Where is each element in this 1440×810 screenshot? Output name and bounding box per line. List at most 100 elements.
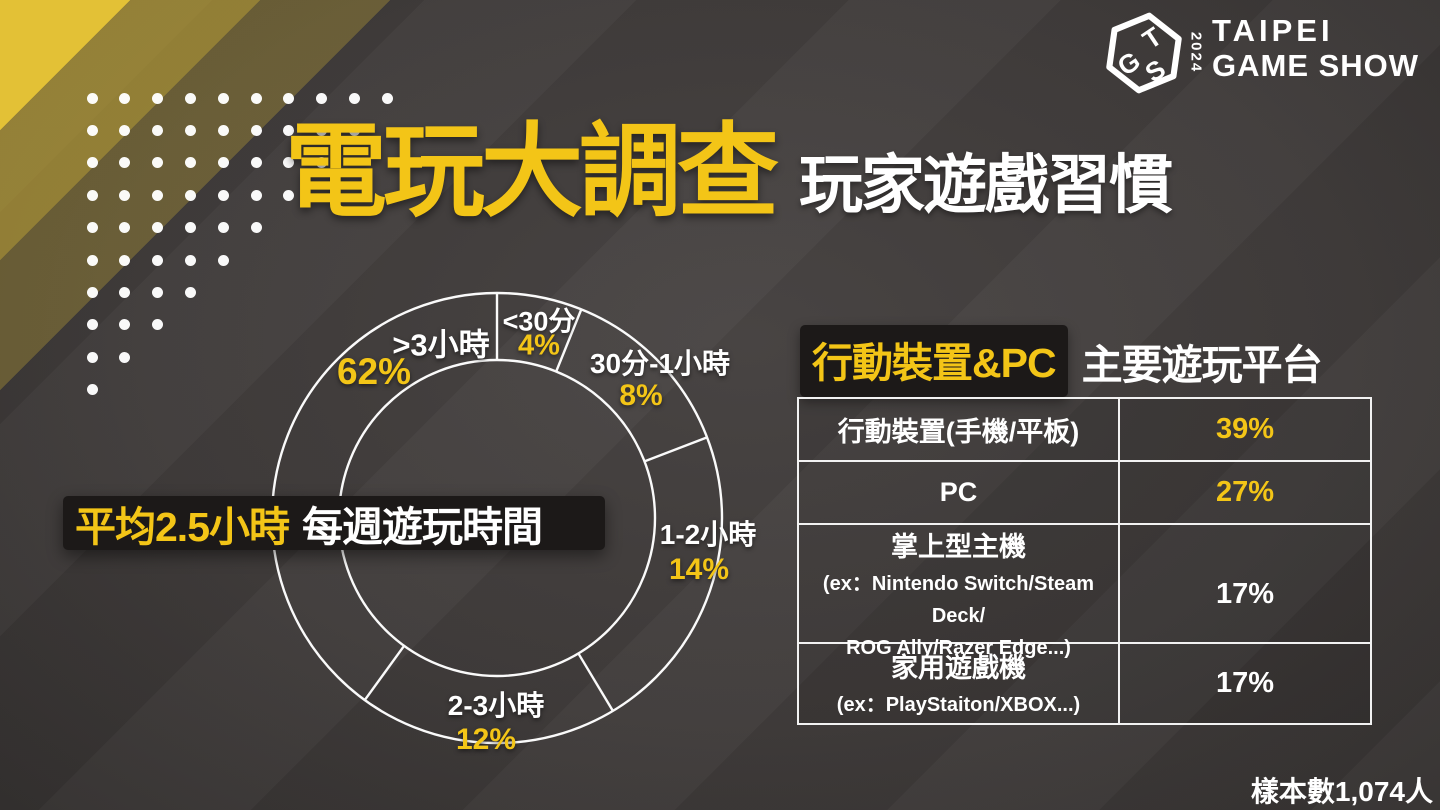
platform-examples: (ex：Nintendo Switch/Steam Deck/ROG Ally/… — [822, 573, 1095, 659]
decoration-dot — [381, 92, 393, 104]
decoration-dot — [119, 124, 131, 136]
decoration-dot — [217, 124, 229, 136]
table-row: 行動裝置(手機/平板) 39% — [799, 399, 1370, 460]
donut-category-label: 1-2小時 — [659, 519, 757, 550]
decoration-dot — [217, 92, 229, 104]
donut-value-label: 62% — [336, 351, 412, 392]
decoration-dot — [316, 124, 328, 136]
donut-category-label: <30分 — [502, 306, 576, 337]
donut-value-label: 14% — [668, 553, 730, 586]
decoration-dot — [86, 92, 98, 104]
platform-name: 掌上型主機 — [891, 532, 1026, 562]
decoration-dot — [316, 92, 328, 104]
logo-wordmark: TAIPEI GAME SHOW — [1212, 15, 1419, 81]
decoration-dot — [152, 92, 164, 104]
platform-name: PC — [939, 477, 978, 507]
table-row: PC 27% — [799, 460, 1370, 523]
platform-examples: (ex：PlayStaiton/XBOX...) — [836, 694, 1081, 716]
decoration-dot — [184, 286, 196, 298]
decoration-dot — [283, 124, 295, 136]
platform-share-value: 27% — [1118, 462, 1370, 523]
decoration-dot — [86, 319, 98, 331]
logo-year: 2024 — [1187, 31, 1205, 74]
decoration-dot — [217, 254, 229, 266]
decoration-dot — [86, 384, 98, 396]
decoration-dot — [119, 157, 131, 169]
decoration-dot — [283, 92, 295, 104]
table-row: 掌上型主機 (ex：Nintendo Switch/Steam Deck/ROG … — [799, 523, 1370, 664]
decoration-dot — [283, 157, 295, 169]
svg-text:S: S — [1140, 53, 1171, 88]
logo-wordmark-line2: GAME SHOW — [1212, 48, 1420, 83]
platform-name-cell: 行動裝置(手機/平板) — [799, 399, 1118, 460]
platform-share-value: 39% — [1118, 399, 1370, 460]
decoration-dot — [348, 124, 360, 136]
decoration-dot — [119, 92, 131, 104]
platform-share-value: 17% — [1118, 644, 1370, 723]
decoration-dot — [119, 319, 131, 331]
decoration-dot — [119, 222, 131, 234]
decoration-dot — [217, 222, 229, 234]
decoration-dot — [86, 351, 98, 363]
decoration-dot — [119, 189, 131, 201]
platform-name-cell: 家用遊戲機 (ex：PlayStaiton/XBOX...) — [799, 644, 1118, 723]
average-playtime-badge: 平均2.5小時 每週遊玩時間 — [63, 496, 605, 550]
donut-category-label: 30分-1小時 — [589, 348, 731, 379]
decoration-dot — [184, 124, 196, 136]
sample-size-note: 樣本數1,074人 — [1250, 776, 1433, 807]
decoration-dot — [86, 124, 98, 136]
average-value-text: 平均2.5小時 — [75, 504, 290, 550]
platform-header-highlight: 行動裝置&PC — [800, 325, 1068, 397]
donut-value-label: 8% — [619, 379, 663, 412]
decoration-dot — [250, 222, 262, 234]
decoration-dot — [348, 92, 360, 104]
decoration-dot — [217, 189, 229, 201]
decoration-dot — [184, 157, 196, 169]
decoration-dot — [86, 286, 98, 298]
decoration-dot — [250, 92, 262, 104]
corner-stripes-decoration — [0, 0, 540, 540]
donut-category-label: 2-3小時 — [447, 690, 545, 721]
platform-name-cell: 掌上型主機 (ex：Nintendo Switch/Steam Deck/ROG … — [799, 525, 1118, 664]
decoration-dot — [250, 189, 262, 201]
platform-share-value: 17% — [1118, 525, 1370, 664]
decoration-dot — [184, 189, 196, 201]
decoration-dot — [86, 254, 98, 266]
page-title: 電玩大調查 玩家遊戲習慣 — [285, 115, 1173, 229]
decoration-dot — [184, 222, 196, 234]
decoration-dot — [250, 157, 262, 169]
decoration-dot — [184, 92, 196, 104]
decoration-dot — [152, 189, 164, 201]
decoration-dot — [119, 351, 131, 363]
platform-name: 家用遊戲機 — [891, 653, 1026, 683]
platform-header-rest: 主要遊玩平台 — [1081, 342, 1323, 388]
decoration-dot — [152, 124, 164, 136]
platform-table: 行動裝置(手機/平板) 39% PC 27% 掌上型主機 (ex：Nintendo Swi… — [797, 397, 1372, 725]
decoration-dot — [283, 189, 295, 201]
decoration-dot — [250, 124, 262, 136]
decoration-dot — [119, 286, 131, 298]
decoration-dot — [217, 157, 229, 169]
donut-value-label: 12% — [455, 723, 517, 756]
decoration-dot — [152, 286, 164, 298]
decoration-dot — [184, 254, 196, 266]
platform-name-cell: PC — [799, 462, 1118, 523]
decoration-dot — [152, 319, 164, 331]
decoration-dot — [119, 254, 131, 266]
decoration-dot — [86, 189, 98, 201]
title-subtitle: 玩家遊戲習慣 — [799, 149, 1173, 221]
title-highlight: 電玩大調查 — [285, 115, 779, 229]
decoration-dot — [86, 157, 98, 169]
decoration-dot — [152, 157, 164, 169]
average-caption-text: 每週遊玩時間 — [302, 504, 543, 550]
table-row: 家用遊戲機 (ex：PlayStaiton/XBOX...) 17% — [799, 642, 1370, 723]
tgs-cube-icon: T G S — [1106, 12, 1182, 94]
platform-name: 行動裝置(手機/平板) — [837, 417, 1080, 447]
logo-wordmark-line1: TAIPEI — [1212, 13, 1334, 48]
decoration-dot — [86, 222, 98, 234]
donut-category-label: >3小時 — [392, 327, 490, 363]
decoration-dot — [152, 222, 164, 234]
donut-value-label: 4% — [518, 329, 560, 362]
platform-section-header: 行動裝置&PC 主要遊玩平台 — [800, 325, 1323, 397]
